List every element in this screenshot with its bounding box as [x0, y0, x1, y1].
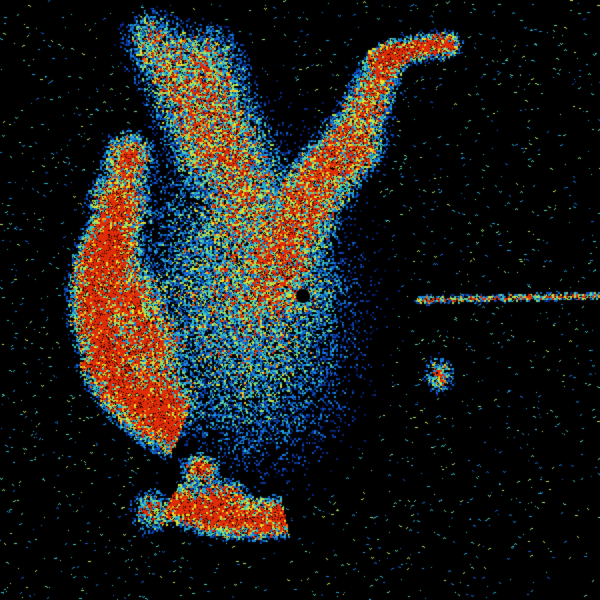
- image-canvas-container: jet-like intensity ramp masked point sou…: [0, 0, 600, 600]
- false-color-intensity-map: [0, 0, 600, 600]
